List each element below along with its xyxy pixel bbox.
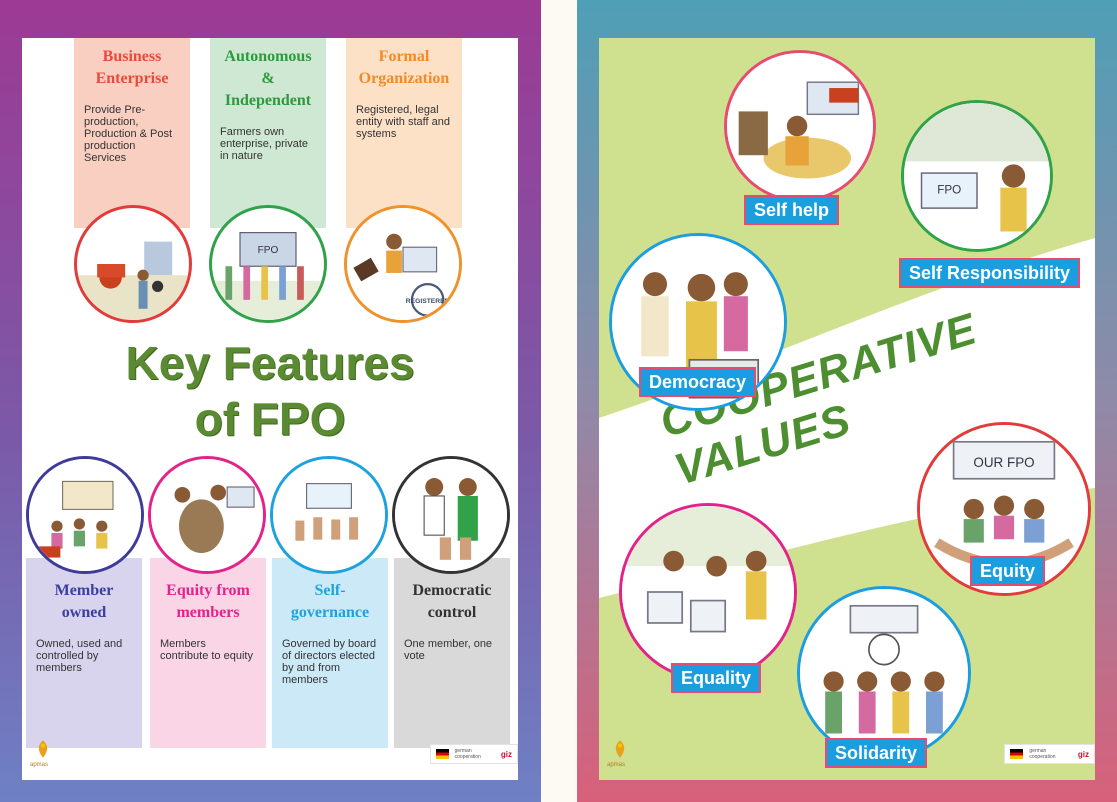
column-equity-from-members: Equity from members Members contribute t…	[150, 558, 266, 748]
self-responsibility-illustration: FPO	[901, 100, 1053, 252]
cooperative-values-panel: COOPERATIVE VALUES Self help FPO Self Re…	[599, 38, 1095, 780]
label-democracy: Democracy	[639, 367, 757, 397]
column-title: Autonomous & Independent	[224, 48, 312, 109]
self-help-illustration	[724, 50, 876, 202]
column-description: Provide Pre-production, Production & Pos…	[84, 104, 173, 164]
column-title: Member owned	[54, 582, 114, 621]
partner-logo: german cooperation giz	[1004, 744, 1095, 764]
label-solidarity: Solidarity	[825, 738, 928, 768]
column-description: One member, one vote	[404, 638, 493, 662]
column-title: Formal Organization	[358, 48, 450, 87]
fpo-office-illustration: FPO	[209, 205, 327, 323]
board-election-illustration	[270, 456, 388, 574]
column-business-enterprise: Business Enterprise Provide Pre-producti…	[74, 38, 190, 228]
column-formal-organization: Formal Organization Registered, legal en…	[346, 38, 462, 228]
column-description: Owned, used and controlled by members	[36, 638, 123, 674]
column-autonomous: Autonomous & Independent Farmers own ent…	[210, 38, 326, 228]
our-fpo-sign-text: OUR FPO	[973, 455, 1034, 470]
german-flag-icon	[1010, 749, 1024, 759]
column-description: Registered, legal entity with staff and …	[356, 104, 450, 140]
voting-illustration	[392, 456, 510, 574]
apmas-logo-text: apmas	[607, 762, 626, 768]
column-title: Equity from members	[166, 582, 250, 621]
cooperative-values-poster: COOPERATIVE VALUES Self help FPO Self Re…	[577, 0, 1117, 802]
label-equality: Equality	[671, 663, 762, 693]
column-description: Members contribute to equity	[160, 638, 253, 662]
member-meeting-illustration	[26, 456, 144, 574]
column-self-governance: Self-governance Governed by board of dir…	[272, 558, 388, 748]
column-title: Self-governance	[290, 582, 370, 621]
key-features-panel: Business Enterprise Provide Pre-producti…	[22, 38, 518, 780]
giz-logo-text: giz	[500, 749, 512, 759]
equity-illustration	[148, 456, 266, 574]
apmas-logo-text: apmas	[30, 762, 49, 768]
key-features-title-line2: of FPO	[194, 393, 346, 445]
fpo-counter-text: FPO	[937, 184, 961, 197]
apmas-logo-icon	[38, 740, 48, 758]
column-description: Governed by board of directors elected b…	[282, 638, 377, 686]
label-equity: Equity	[970, 556, 1046, 586]
registered-stamp-text: REGISTERED	[406, 298, 450, 305]
column-member-owned: Member owned Owned, used and controlled …	[26, 558, 142, 748]
column-title: Democratic control	[412, 582, 492, 621]
partner-text: german cooperation	[1029, 748, 1056, 760]
partner-text: german cooperation	[454, 748, 481, 760]
fpo-sign-text: FPO	[258, 245, 279, 256]
column-description: Farmers own enterprise, private in natur…	[220, 126, 309, 162]
democracy-illustration	[609, 233, 787, 411]
giz-logo-text: giz	[1077, 749, 1089, 759]
partner-logo: german cooperation giz	[430, 744, 518, 764]
column-democratic-control: Democratic control One member, one vote	[394, 558, 510, 748]
apmas-logo-icon	[615, 740, 625, 758]
key-features-poster: Business Enterprise Provide Pre-producti…	[0, 0, 541, 802]
column-title: Business Enterprise	[95, 48, 169, 87]
german-flag-icon	[436, 749, 449, 759]
solidarity-illustration	[797, 586, 971, 760]
registration-illustration: REGISTERED	[344, 205, 462, 323]
label-self-responsibility: Self Responsibility	[899, 258, 1081, 288]
key-features-title-line1: Key Features	[125, 337, 415, 389]
equality-illustration	[619, 503, 797, 681]
farm-illustration	[74, 205, 192, 323]
label-self-help: Self help	[744, 195, 840, 225]
